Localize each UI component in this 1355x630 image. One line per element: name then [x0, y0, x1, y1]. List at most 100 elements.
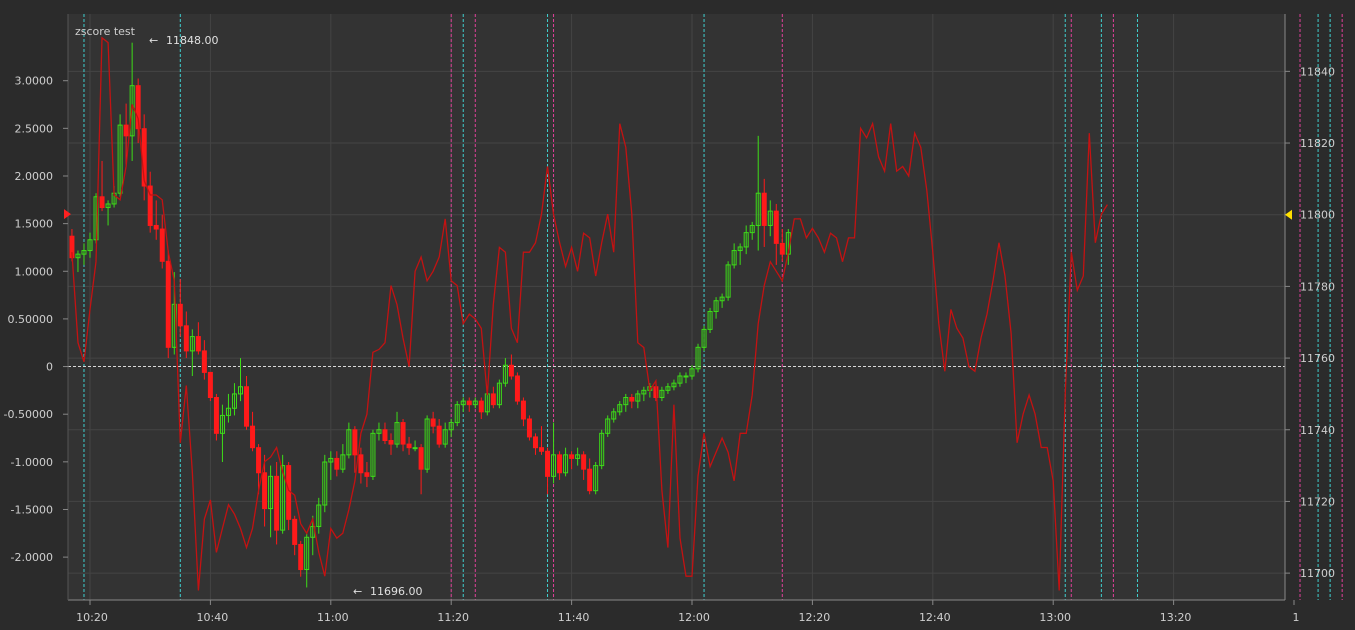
candle-body: [539, 447, 544, 452]
candle-body: [508, 364, 514, 377]
candle: [358, 447, 364, 484]
candle: [526, 415, 532, 441]
candle-body: [207, 371, 213, 398]
candle: [213, 393, 219, 441]
candle: [460, 397, 466, 412]
left-tick-label: 0: [46, 361, 53, 374]
plot-area[interactable]: [68, 14, 1285, 600]
candle: [346, 422, 352, 459]
candle-body: [358, 454, 364, 474]
left-tick-label: 3.0000: [15, 75, 54, 88]
current-value-markers: [64, 209, 1292, 220]
candle-body: [454, 404, 460, 424]
candle-body: [328, 457, 334, 463]
candle: [478, 397, 484, 420]
candle-body: [436, 425, 442, 445]
candle-body: [532, 436, 538, 449]
x-tick-label: 10:40: [197, 611, 229, 624]
candle-body: [743, 232, 749, 248]
candle: [605, 415, 611, 437]
candle: [177, 279, 183, 337]
zscore-current-marker: [64, 209, 71, 220]
candle: [695, 343, 701, 373]
candle: [611, 408, 617, 423]
candle-body: [400, 422, 406, 445]
candle: [629, 393, 635, 409]
candle-body: [225, 407, 231, 416]
candle: [773, 203, 779, 265]
candle-body: [737, 246, 743, 252]
candle-body: [286, 465, 292, 520]
candle-body: [779, 242, 785, 255]
candle-body: [490, 393, 496, 406]
candle: [87, 232, 93, 258]
candle: [532, 433, 538, 455]
x-tick-label: 12:00: [678, 611, 710, 624]
candle: [231, 383, 237, 416]
candle: [250, 411, 256, 452]
candle-body: [502, 364, 508, 384]
candle: [183, 311, 189, 359]
candle: [454, 401, 460, 427]
candle: [731, 243, 737, 269]
candle: [436, 419, 442, 448]
candle: [274, 462, 280, 545]
candle-body: [605, 418, 611, 434]
candle-body: [731, 250, 737, 266]
candle-body: [719, 296, 725, 302]
candle: [725, 261, 731, 301]
candle: [238, 358, 243, 402]
candle-body: [370, 432, 376, 477]
candle: [334, 451, 340, 477]
candle: [328, 451, 334, 480]
candle: [382, 422, 388, 445]
candle-body: [376, 429, 382, 434]
left-tick-label: -0.50000: [4, 408, 53, 421]
candle: [268, 465, 274, 538]
candle-body: [773, 210, 779, 244]
candle: [635, 390, 641, 409]
candle-body: [520, 400, 526, 420]
candle: [617, 401, 623, 416]
candle-body: [388, 440, 394, 445]
candle: [569, 451, 575, 470]
candle-body: [412, 447, 418, 450]
candle: [539, 426, 544, 455]
candle-body: [292, 518, 298, 545]
candle-body: [659, 389, 665, 398]
x-tick-label: 1: [1293, 611, 1300, 624]
candle-body: [575, 454, 581, 459]
candle-body: [406, 443, 412, 449]
x-tick-label: 12:20: [799, 611, 831, 624]
vertical-marker-layer: [83, 14, 1343, 600]
candle: [280, 454, 286, 534]
candle-body: [551, 454, 557, 477]
candle-body: [635, 393, 641, 402]
candle-body: [256, 447, 262, 474]
candle-body: [617, 404, 623, 413]
left-tick-label: 2.5000: [15, 122, 54, 135]
candle-body: [268, 475, 274, 510]
candle-body: [304, 536, 310, 571]
candle: [623, 393, 629, 412]
left-tick-label: -1.0000: [11, 456, 53, 469]
candle: [466, 397, 472, 412]
right-tick-label: 11800: [1300, 209, 1335, 222]
candle-body: [665, 386, 671, 391]
candle: [575, 447, 581, 466]
candle-body: [641, 389, 647, 395]
candle-body: [298, 543, 304, 571]
candle-body: [599, 432, 605, 467]
high-annotation-label: 11848.00: [166, 34, 219, 47]
candle-body: [316, 504, 322, 528]
candle-body: [394, 422, 400, 445]
right-tick-label: 11820: [1300, 137, 1335, 150]
left-tick-label: 1.5000: [15, 218, 54, 231]
candle-body: [81, 250, 87, 255]
candle: [412, 440, 418, 452]
candle-body: [262, 472, 268, 510]
candle: [406, 436, 412, 455]
candle: [545, 447, 551, 495]
x-tick-label: 11:20: [437, 611, 469, 624]
candle: [677, 372, 683, 387]
